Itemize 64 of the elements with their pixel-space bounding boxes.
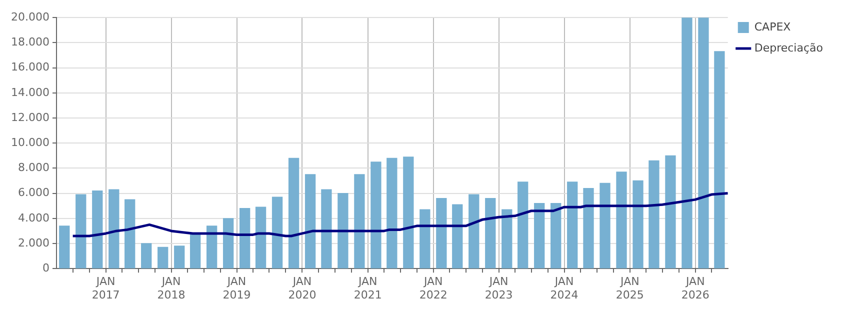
bar xyxy=(321,189,332,268)
x-tick-label: JAN 2017 xyxy=(92,275,120,302)
bar xyxy=(190,233,201,268)
x-tick-label: JAN 2019 xyxy=(222,275,251,302)
bar xyxy=(206,226,218,268)
bar xyxy=(59,226,70,268)
bar xyxy=(632,180,644,268)
bar xyxy=(502,209,512,268)
bar xyxy=(616,172,627,268)
bar xyxy=(304,174,316,268)
bar xyxy=(222,218,234,268)
bar xyxy=(272,196,283,268)
x-tick-label: JAN 2023 xyxy=(484,275,513,302)
bar xyxy=(386,158,398,268)
bar xyxy=(583,188,594,268)
bar xyxy=(239,208,250,268)
y-tick-label: 4.000 xyxy=(18,211,50,224)
bar xyxy=(288,158,300,268)
x-tick-label: JAN 2026 xyxy=(681,275,710,302)
bar xyxy=(567,182,578,268)
bar xyxy=(370,162,382,268)
bar xyxy=(534,203,545,268)
bar xyxy=(665,155,676,268)
x-tick-label: JAN 2024 xyxy=(550,275,578,302)
bar xyxy=(420,209,430,268)
bar xyxy=(452,204,463,268)
y-tick-label: 6.000 xyxy=(18,186,50,200)
y-tick-label: 0 xyxy=(42,261,50,274)
bar xyxy=(108,189,120,268)
bar xyxy=(518,182,528,268)
bar xyxy=(255,206,266,268)
y-tick-label: 2.000 xyxy=(18,236,50,250)
x-tick-label: JAN 2018 xyxy=(157,275,186,302)
bar xyxy=(354,174,365,268)
y-tick-label: 16.000 xyxy=(10,60,50,74)
bar xyxy=(682,18,692,268)
x-tick-label: JAN 2021 xyxy=(354,275,382,302)
bar xyxy=(468,194,480,268)
bar xyxy=(698,18,709,268)
bar xyxy=(714,51,725,268)
bar xyxy=(124,199,136,268)
bar xyxy=(485,198,496,268)
bar xyxy=(403,156,414,268)
y-tick-label: 8.000 xyxy=(18,161,50,174)
x-tick-label: JAN 2022 xyxy=(419,275,448,302)
bar xyxy=(436,198,447,268)
bar xyxy=(141,243,152,268)
y-tick-label: 18.000 xyxy=(10,36,50,49)
x-tick-label: JAN 2025 xyxy=(616,275,644,302)
bar xyxy=(338,192,348,268)
bar xyxy=(92,190,103,268)
bar xyxy=(174,246,185,268)
legend-label: Depreciação xyxy=(754,41,824,54)
bar xyxy=(550,203,562,268)
bar xyxy=(76,194,86,268)
y-tick-label: 14.000 xyxy=(10,86,50,99)
bar xyxy=(158,246,168,268)
bar xyxy=(648,160,660,268)
y-tick-label: 12.000 xyxy=(10,110,50,124)
y-tick-label: 20.000 xyxy=(10,10,50,24)
legend-label: CAPEX xyxy=(754,20,792,34)
y-tick-label: 10.000 xyxy=(10,136,50,149)
x-tick-label: JAN 2020 xyxy=(288,275,316,302)
bar xyxy=(600,182,610,268)
